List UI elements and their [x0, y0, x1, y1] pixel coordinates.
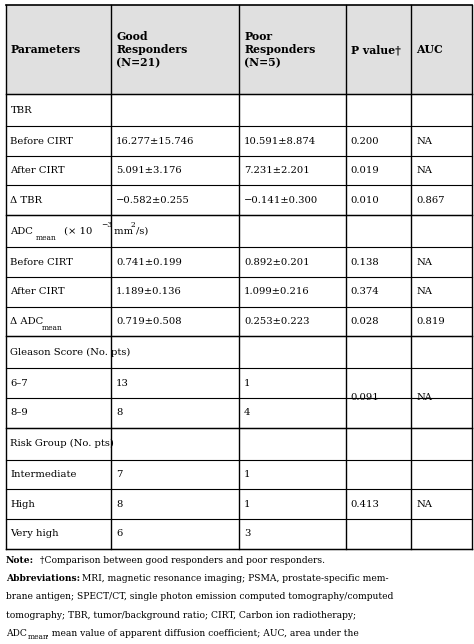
Text: 0.028: 0.028: [351, 317, 379, 326]
Text: mean: mean: [42, 324, 63, 332]
Text: 0.253±0.223: 0.253±0.223: [244, 317, 310, 326]
Text: mean: mean: [36, 234, 57, 242]
Text: P value†: P value†: [351, 44, 401, 55]
Text: mm: mm: [111, 227, 134, 236]
Text: 0.819: 0.819: [416, 317, 445, 326]
Text: 0.741±0.199: 0.741±0.199: [116, 258, 182, 267]
Text: NA: NA: [416, 137, 432, 146]
Text: 1.189±0.136: 1.189±0.136: [116, 287, 182, 296]
Text: 10.591±8.874: 10.591±8.874: [244, 137, 316, 146]
Text: Risk Group (No. pts): Risk Group (No. pts): [10, 439, 114, 448]
Text: 0.091: 0.091: [351, 393, 380, 402]
Text: NA: NA: [416, 258, 432, 267]
Text: 1.099±0.216: 1.099±0.216: [244, 287, 310, 296]
Text: ADC: ADC: [10, 227, 33, 236]
Text: 0.892±0.201: 0.892±0.201: [244, 258, 310, 267]
Text: Before CIRT: Before CIRT: [10, 258, 73, 267]
Text: 0.413: 0.413: [351, 500, 380, 509]
Text: ADC: ADC: [6, 629, 27, 638]
Text: Δ TBR: Δ TBR: [10, 196, 43, 205]
Text: , mean value of apparent diffusion coefficient; AUC, area under the: , mean value of apparent diffusion coeff…: [46, 629, 359, 638]
Bar: [6, 5, 472, 94]
Text: 6–7: 6–7: [10, 379, 28, 388]
Text: After CIRT: After CIRT: [10, 166, 65, 175]
Text: Before CIRT: Before CIRT: [10, 137, 73, 146]
Text: TBR: TBR: [10, 106, 32, 115]
Text: 7: 7: [116, 470, 122, 479]
Text: 8: 8: [116, 408, 122, 417]
Text: (× 10: (× 10: [61, 227, 92, 236]
Text: mean: mean: [27, 633, 48, 641]
Text: Parameters: Parameters: [10, 44, 81, 55]
Text: 0.019: 0.019: [351, 166, 380, 175]
Text: 0.138: 0.138: [351, 258, 380, 267]
Text: NA: NA: [416, 393, 432, 402]
Text: Gleason Score (No. pts): Gleason Score (No. pts): [10, 348, 131, 357]
Text: NA: NA: [416, 287, 432, 296]
Text: −3: −3: [101, 222, 112, 229]
Text: 2: 2: [130, 222, 135, 229]
Text: 1: 1: [244, 379, 251, 388]
Text: Very high: Very high: [10, 529, 59, 538]
Text: 0.374: 0.374: [351, 287, 380, 296]
Text: Note:: Note:: [6, 556, 34, 565]
Text: brane antigen; SPECT/CT, single photon emission computed tomography/computed: brane antigen; SPECT/CT, single photon e…: [6, 592, 393, 601]
Text: 8–9: 8–9: [10, 408, 28, 417]
Text: 7.231±2.201: 7.231±2.201: [244, 166, 310, 175]
Text: AUC: AUC: [416, 44, 443, 55]
Text: 0.867: 0.867: [416, 196, 445, 205]
Text: 0.719±0.508: 0.719±0.508: [116, 317, 182, 326]
Text: After CIRT: After CIRT: [10, 287, 65, 296]
Text: 5.091±3.176: 5.091±3.176: [116, 166, 182, 175]
Text: 1: 1: [244, 500, 251, 509]
Text: Intermediate: Intermediate: [10, 470, 77, 479]
Text: /s): /s): [136, 227, 148, 236]
Text: 8: 8: [116, 500, 122, 509]
Text: Δ ADC: Δ ADC: [10, 317, 44, 326]
Text: NA: NA: [416, 500, 432, 509]
Text: Poor
Responders
(N=5): Poor Responders (N=5): [244, 32, 316, 68]
Text: NA: NA: [416, 166, 432, 175]
Text: 4: 4: [244, 408, 251, 417]
Text: −0.582±0.255: −0.582±0.255: [116, 196, 190, 205]
Text: 0.200: 0.200: [351, 137, 379, 146]
Text: Good
Responders
(N=21): Good Responders (N=21): [116, 32, 188, 68]
Text: MRI, magnetic resonance imaging; PSMA, prostate-specific mem-: MRI, magnetic resonance imaging; PSMA, p…: [79, 574, 389, 583]
Text: 0.010: 0.010: [351, 196, 380, 205]
Text: †Comparison between good responders and poor responders.: †Comparison between good responders and …: [37, 556, 326, 565]
Text: 13: 13: [116, 379, 129, 388]
Text: High: High: [10, 500, 35, 509]
Text: Abbreviations:: Abbreviations:: [6, 574, 80, 583]
Text: tomography; TBR, tumor/background ratio; CIRT, Carbon ion radiotherapy;: tomography; TBR, tumor/background ratio;…: [6, 611, 356, 620]
Text: 6: 6: [116, 529, 122, 538]
Text: −0.141±0.300: −0.141±0.300: [244, 196, 319, 205]
Text: 16.277±15.746: 16.277±15.746: [116, 137, 194, 146]
Text: 1: 1: [244, 470, 251, 479]
Text: 3: 3: [244, 529, 250, 538]
